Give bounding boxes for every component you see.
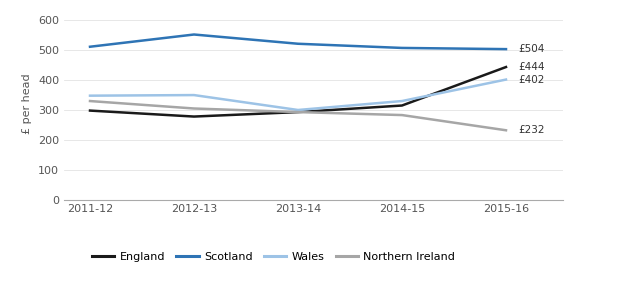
Legend: England, Scotland, Wales, Northern Ireland: England, Scotland, Wales, Northern Irela… (88, 247, 460, 266)
Text: £232: £232 (518, 125, 545, 135)
Text: £444: £444 (518, 62, 545, 72)
Text: £504: £504 (518, 44, 545, 54)
Text: £402: £402 (518, 75, 545, 85)
Y-axis label: £ per head: £ per head (22, 74, 33, 134)
